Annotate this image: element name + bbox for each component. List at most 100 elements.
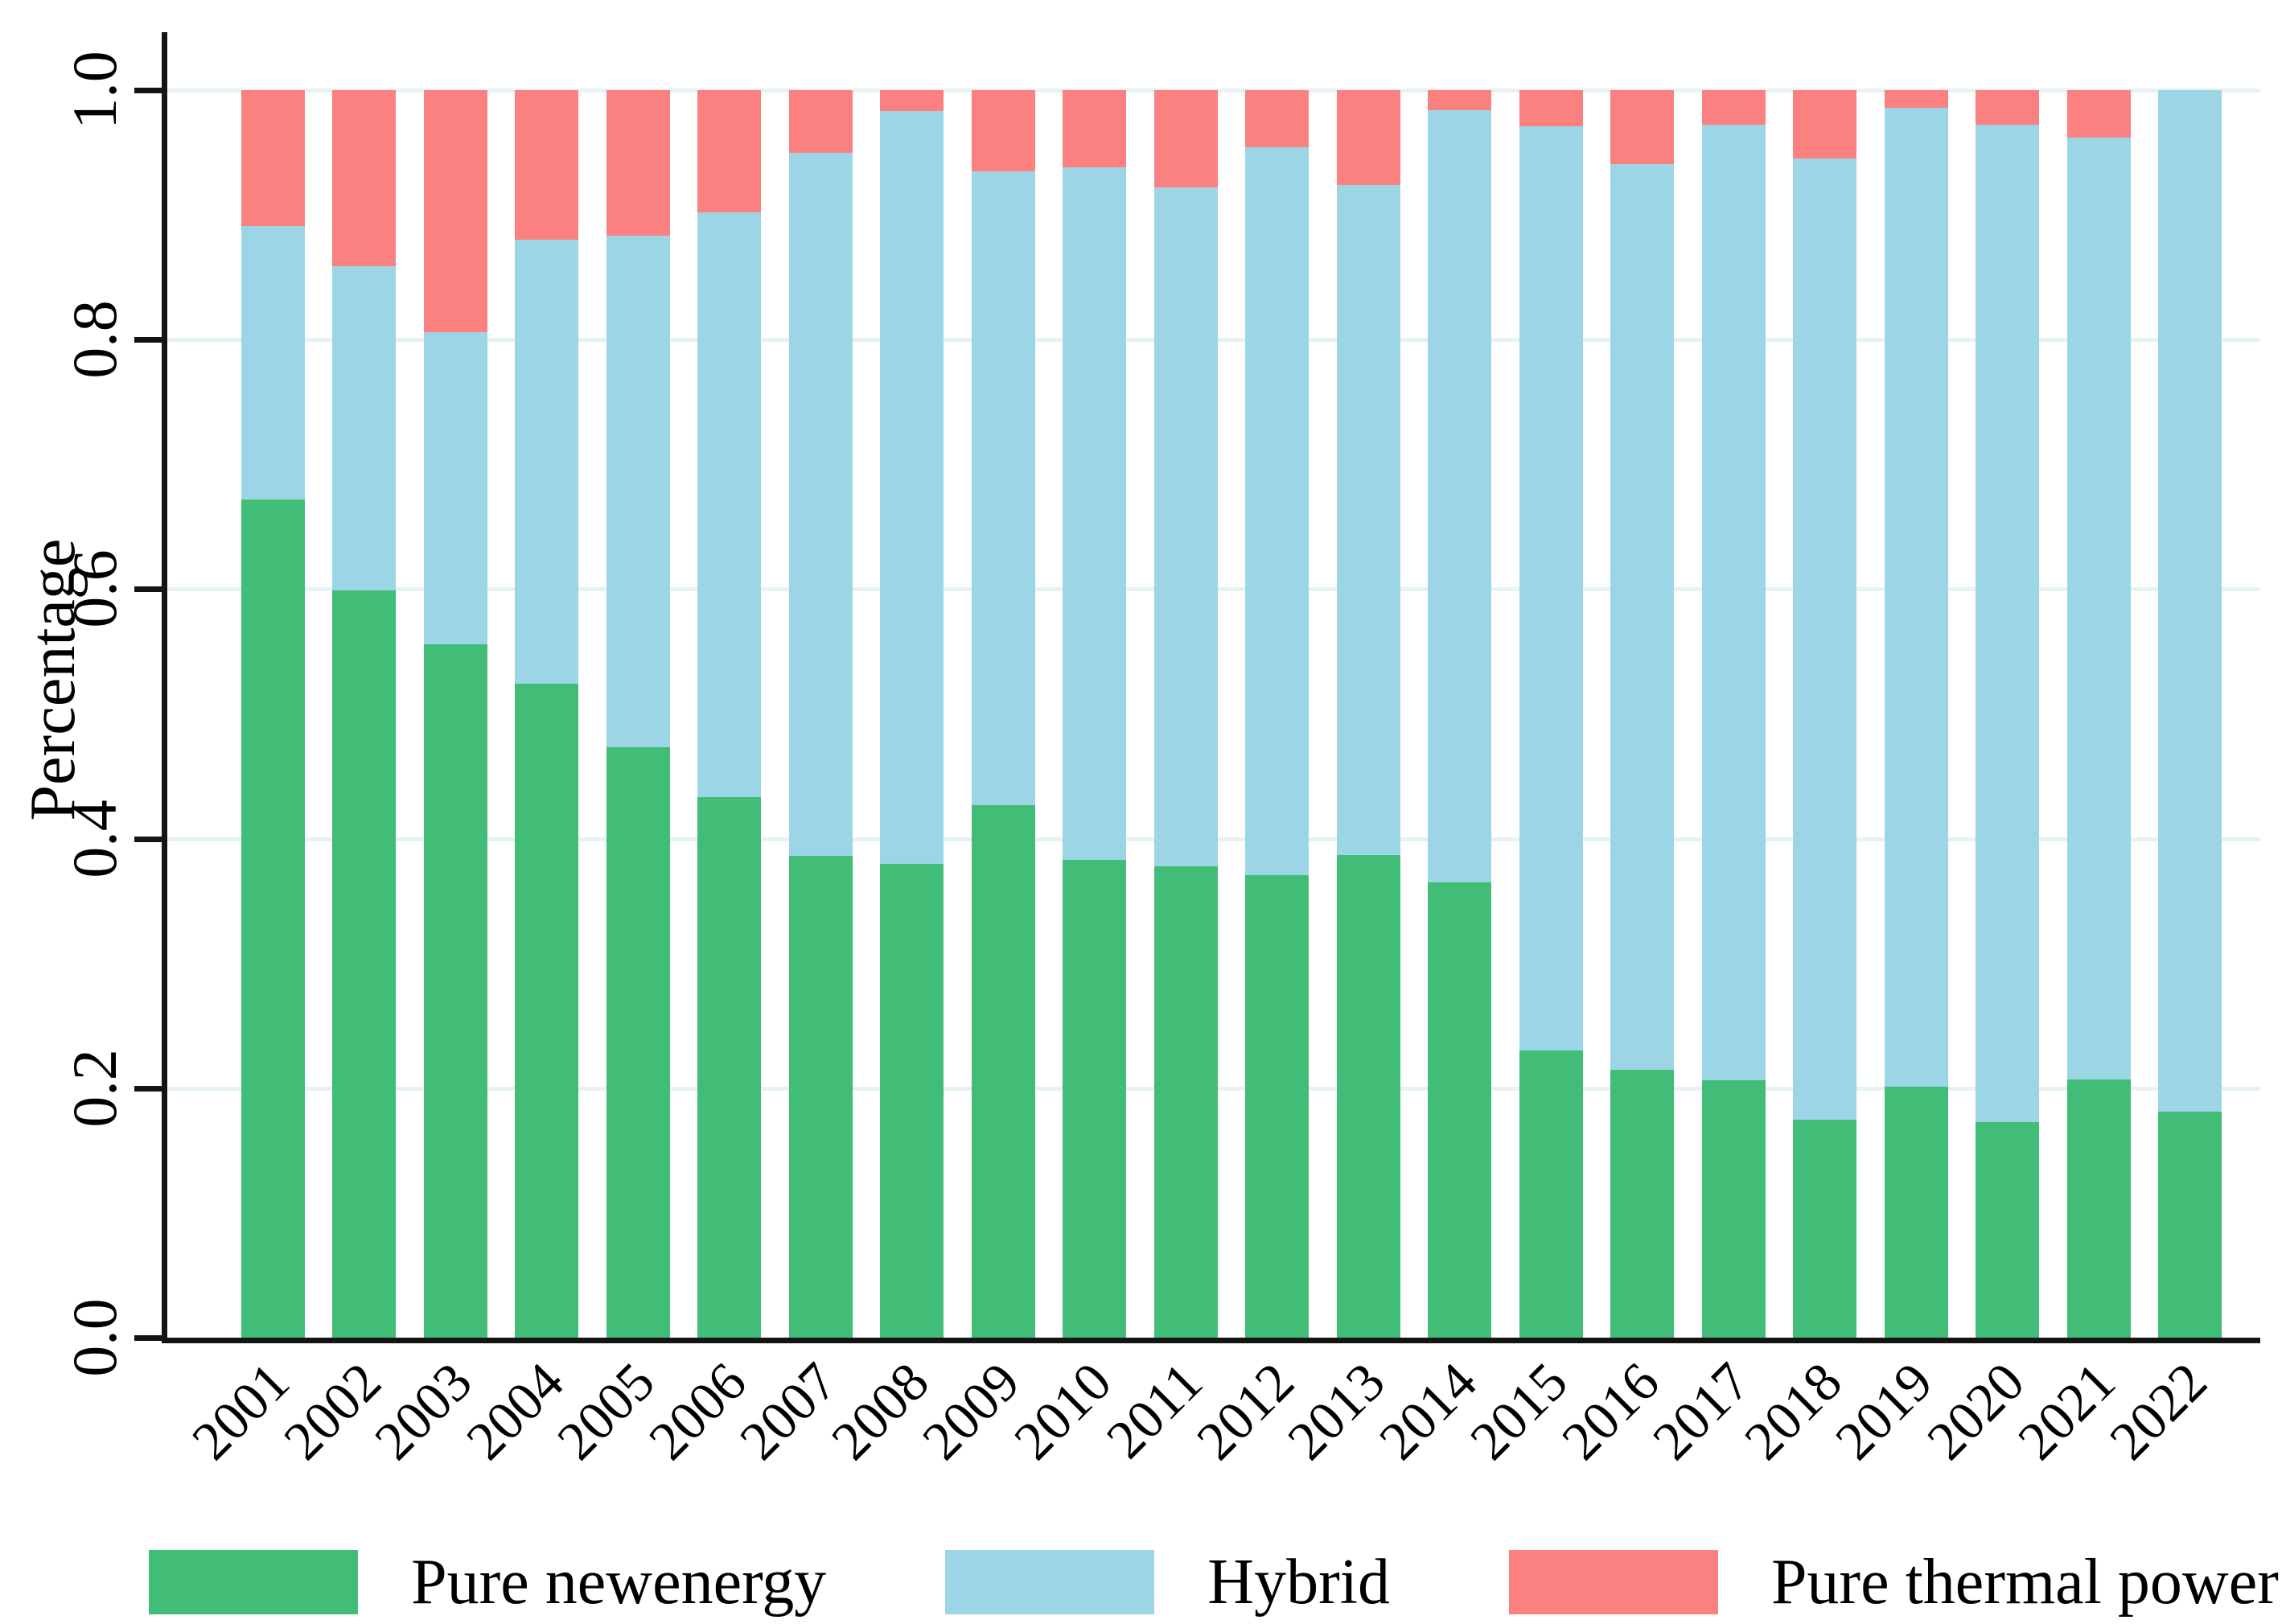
bar-segment bbox=[1610, 163, 1674, 1070]
bar-segment bbox=[1336, 184, 1400, 855]
legend-swatch bbox=[149, 1550, 359, 1614]
y-tick-label: 0.2 bbox=[60, 1049, 130, 1128]
bar-segment bbox=[971, 804, 1035, 1338]
bar-segment bbox=[1245, 90, 1309, 148]
y-tick-mark bbox=[134, 1335, 162, 1341]
bar-segment bbox=[971, 171, 1035, 805]
legend-item: Pure newenergy bbox=[149, 1550, 826, 1614]
bar-segment bbox=[697, 797, 761, 1338]
y-tick-mark bbox=[134, 337, 162, 343]
bar-segment bbox=[1610, 90, 1674, 164]
bar-segment bbox=[1701, 125, 1766, 1081]
bar-segment bbox=[423, 643, 487, 1338]
bar-segment bbox=[1336, 90, 1400, 185]
y-tick-label: 0.0 bbox=[60, 1298, 130, 1377]
x-tick-label: 2021 bbox=[2006, 1351, 2127, 1472]
bar-segment bbox=[1336, 854, 1400, 1338]
bar-segment bbox=[1428, 109, 1491, 882]
x-tick-label: 2007 bbox=[728, 1351, 849, 1472]
x-tick-label: 2003 bbox=[363, 1351, 483, 1472]
bar-segment bbox=[788, 90, 853, 153]
y-tick-mark bbox=[134, 586, 162, 593]
y-tick-label: 0.6 bbox=[60, 549, 130, 629]
bar-segment bbox=[788, 856, 853, 1338]
x-tick-label: 2012 bbox=[1184, 1351, 1305, 1472]
bar-segment bbox=[1519, 125, 1583, 1051]
bar-segment bbox=[971, 90, 1035, 171]
bar-segment bbox=[1793, 90, 1856, 159]
bar-segment bbox=[1884, 1087, 1948, 1338]
bar-segment bbox=[332, 590, 396, 1338]
bar-segment bbox=[1063, 167, 1126, 860]
x-tick-label: 2022 bbox=[2097, 1351, 2218, 1472]
legend-item: Hybrid bbox=[945, 1550, 1390, 1614]
y-tick-label: 0.4 bbox=[60, 799, 130, 878]
bar-segment bbox=[1793, 1119, 1856, 1338]
bar-segment bbox=[1245, 874, 1309, 1338]
bar-segment bbox=[423, 331, 487, 644]
y-tick-mark bbox=[134, 1085, 162, 1092]
bar-segment bbox=[2066, 137, 2131, 1079]
x-tick-label: 2002 bbox=[271, 1351, 393, 1472]
bar-segment bbox=[1153, 187, 1218, 866]
bar-segment bbox=[788, 152, 853, 857]
bar-segment bbox=[1519, 1050, 1583, 1338]
x-tick-label: 2017 bbox=[1641, 1351, 1762, 1472]
bar-segment bbox=[606, 236, 670, 748]
bar-segment bbox=[2066, 1079, 2131, 1338]
x-tick-label: 2013 bbox=[1276, 1351, 1396, 1472]
bar-segment bbox=[1610, 1069, 1674, 1338]
x-tick-label: 2020 bbox=[1914, 1351, 2036, 1472]
bar-segment bbox=[1428, 90, 1491, 110]
bar-segment bbox=[332, 90, 396, 266]
x-tick-label: 2008 bbox=[819, 1351, 940, 1472]
x-tick-label: 2010 bbox=[1001, 1351, 1123, 1472]
bar-segment bbox=[1428, 882, 1491, 1338]
x-tick-label: 2004 bbox=[454, 1351, 575, 1472]
bar-segment bbox=[2066, 90, 2131, 138]
bar-segment bbox=[2158, 90, 2222, 1112]
bar-segment bbox=[1701, 90, 1766, 125]
legend-swatch bbox=[1508, 1550, 1718, 1614]
x-tick-label: 2005 bbox=[545, 1351, 666, 1472]
bar-segment bbox=[1793, 158, 1856, 1120]
bar-segment bbox=[241, 499, 305, 1338]
bar-segment bbox=[1245, 147, 1309, 875]
bar-segment bbox=[423, 90, 487, 332]
x-tick-label: 2014 bbox=[1367, 1351, 1488, 1472]
x-tick-label: 2016 bbox=[1549, 1351, 1671, 1472]
bar-segment bbox=[880, 90, 944, 112]
legend-item: Pure thermal power bbox=[1508, 1547, 2279, 1618]
bar-segment bbox=[606, 747, 670, 1338]
bar-segment bbox=[515, 90, 578, 241]
bar-segment bbox=[241, 226, 305, 500]
x-tick-label: 2001 bbox=[180, 1351, 301, 1472]
y-tick-mark bbox=[134, 88, 162, 93]
bar-segment bbox=[1884, 90, 1948, 108]
bar-segment bbox=[515, 684, 578, 1338]
bar-segment bbox=[1153, 865, 1218, 1338]
x-tick-label: 2006 bbox=[636, 1351, 758, 1472]
bar-segment bbox=[1976, 90, 2039, 125]
bar-segment bbox=[515, 240, 578, 685]
bar-segment bbox=[332, 265, 396, 590]
legend-swatch bbox=[945, 1550, 1155, 1614]
legend-label: Pure thermal power bbox=[1770, 1547, 2279, 1618]
x-tick-label: 2011 bbox=[1094, 1351, 1214, 1470]
x-tick-label: 2009 bbox=[911, 1351, 1031, 1472]
legend-label: Hybrid bbox=[1207, 1547, 1390, 1618]
bar-segment bbox=[1884, 107, 1948, 1087]
y-tick-label: 1.0 bbox=[60, 51, 130, 130]
bar-segment bbox=[1976, 125, 2039, 1122]
bar-segment bbox=[1701, 1080, 1766, 1338]
bar-segment bbox=[1519, 90, 1583, 126]
y-axis-line bbox=[162, 32, 167, 1343]
x-axis-line bbox=[162, 1338, 2260, 1343]
bar-segment bbox=[880, 863, 944, 1338]
y-tick-label: 0.8 bbox=[60, 300, 130, 379]
bar-segment bbox=[1063, 859, 1126, 1338]
bar-segment bbox=[241, 90, 305, 227]
bar-segment bbox=[1153, 90, 1218, 187]
x-tick-label: 2019 bbox=[1823, 1351, 1944, 1472]
